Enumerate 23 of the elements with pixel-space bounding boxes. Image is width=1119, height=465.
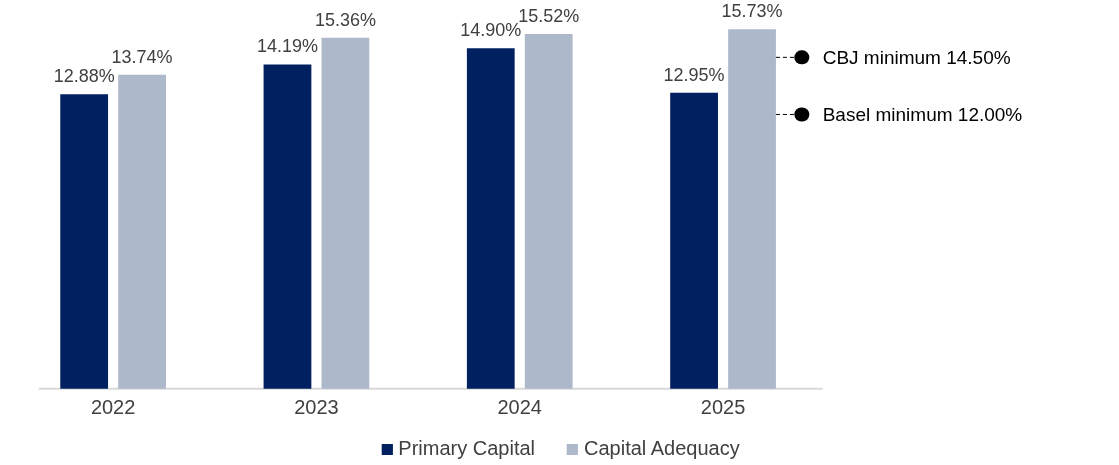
bar — [728, 29, 776, 389]
bar — [466, 48, 515, 389]
bar — [60, 94, 109, 389]
bar — [118, 74, 166, 389]
data-label: 12.95% — [663, 64, 725, 85]
data-label: 15.36% — [314, 9, 376, 30]
data-label: 15.52% — [518, 6, 580, 27]
legend-label: Primary Capital — [398, 437, 536, 460]
data-label: 15.73% — [721, 1, 783, 22]
ref-line-label: Basel minimum 12.00% — [822, 103, 1023, 125]
data-label: 13.74% — [111, 46, 173, 67]
x-tick-label: 2025 — [700, 395, 746, 418]
ref-line-label: CBJ minimum 14.50% — [822, 46, 1011, 68]
legend-label: Capital Adequacy — [584, 437, 740, 460]
x-tick-label: 2024 — [497, 395, 542, 418]
x-tick-label: 2022 — [90, 395, 136, 418]
bar — [321, 37, 370, 389]
x-tick-label: 2023 — [294, 395, 339, 418]
data-label: 14.19% — [256, 36, 319, 57]
bar — [524, 34, 573, 389]
bar — [670, 92, 718, 389]
data-label: 12.88% — [53, 66, 115, 87]
bar — [263, 64, 312, 389]
